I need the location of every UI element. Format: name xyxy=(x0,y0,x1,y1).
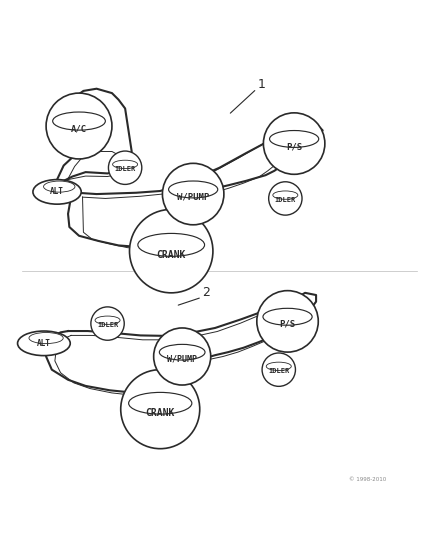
Circle shape xyxy=(129,209,212,293)
Text: IDLER: IDLER xyxy=(97,322,118,328)
Text: © 1998-2010: © 1998-2010 xyxy=(348,477,385,482)
Circle shape xyxy=(162,163,223,225)
Text: W/PUMP: W/PUMP xyxy=(167,355,197,364)
Circle shape xyxy=(263,113,324,174)
Text: CRANK: CRANK xyxy=(145,408,174,418)
Ellipse shape xyxy=(33,180,81,204)
Text: W/PUMP: W/PUMP xyxy=(177,192,209,201)
Text: A/C: A/C xyxy=(71,125,87,134)
Ellipse shape xyxy=(18,331,70,356)
Text: P/S: P/S xyxy=(279,320,295,329)
Text: ALT: ALT xyxy=(50,188,64,196)
Text: 1: 1 xyxy=(257,78,265,91)
Text: CRANK: CRANK xyxy=(156,251,185,260)
Text: IDLER: IDLER xyxy=(114,166,135,172)
Text: IDLER: IDLER xyxy=(268,368,289,374)
Circle shape xyxy=(108,151,141,184)
Circle shape xyxy=(120,370,199,449)
Text: ALT: ALT xyxy=(37,339,51,348)
Circle shape xyxy=(46,93,112,159)
Circle shape xyxy=(256,290,318,352)
Circle shape xyxy=(268,182,301,215)
Text: IDLER: IDLER xyxy=(274,197,295,203)
Circle shape xyxy=(261,353,295,386)
Text: 2: 2 xyxy=(202,286,210,300)
Text: P/S: P/S xyxy=(286,142,301,151)
Circle shape xyxy=(91,307,124,340)
Circle shape xyxy=(153,328,210,385)
